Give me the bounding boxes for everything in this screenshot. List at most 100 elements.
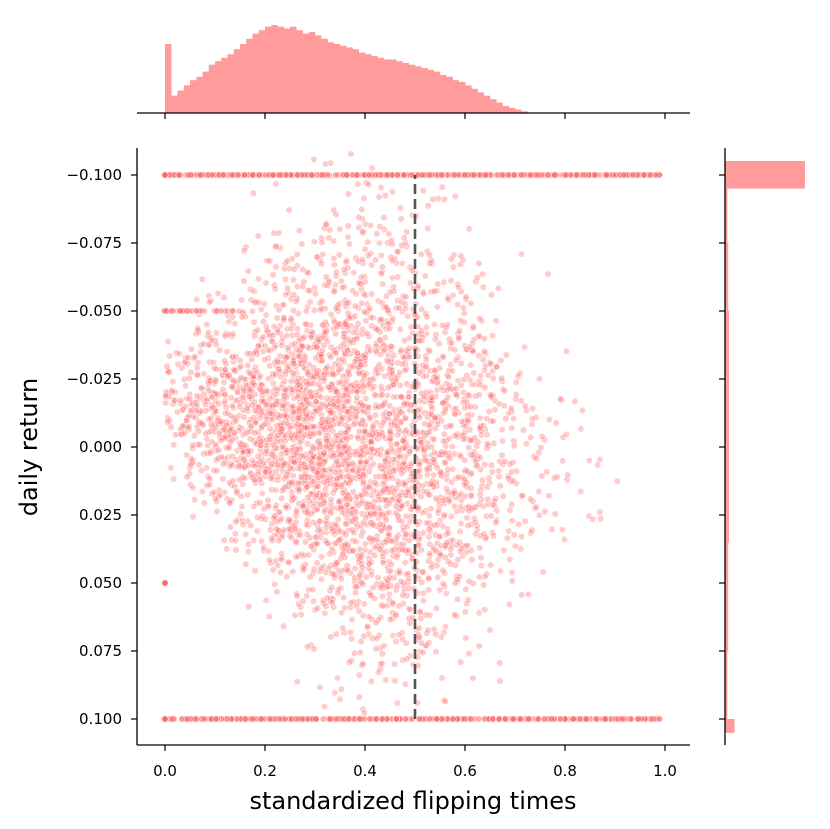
scatter-point [318,419,326,427]
y-ticks: 0.1000.0750.0500.0250.000−0.025−0.050−0.… [66,166,137,728]
scatter-point [320,508,328,516]
scatter-point [319,715,327,723]
scatter-point [262,415,270,423]
scatter-point [185,423,193,431]
scatter-point [309,423,317,431]
scatter-point [344,566,352,574]
scatter-point [342,429,350,437]
scatter-point [300,565,308,573]
scatter-point [375,239,383,247]
scatter-point [171,396,179,404]
histogram-bar [477,92,485,113]
scatter-point [342,465,350,473]
scatter-point [461,492,469,500]
histogram-bar [302,33,309,113]
scatter-point [487,417,495,425]
scatter-point [430,436,438,444]
histogram-bar [490,99,497,113]
scatter-point [228,382,236,390]
histogram-bar [408,64,416,113]
scatter-point [380,347,388,355]
scatter-point [378,715,386,723]
scatter-point [369,584,377,592]
scatter-point [353,171,361,179]
scatter-point [341,442,349,450]
scatter-point [425,421,433,429]
scatter-point [426,347,434,355]
scatter-point [268,416,276,424]
scatter-point [255,171,263,179]
scatter-point [359,229,367,237]
scatter-point [352,290,360,298]
scatter-point [213,390,221,398]
scatter-point [395,481,403,489]
scatter-point [320,374,328,382]
scatter-point [362,395,370,403]
scatter-point [368,164,376,172]
scatter-point [305,399,313,407]
scatter-point [361,245,369,253]
scatter-point [446,497,454,505]
scatter-point [356,648,364,656]
scatter-point [231,530,239,538]
scatter-point [502,715,510,723]
scatter-point [282,503,290,511]
scatter-point [430,320,438,328]
scatter-point [548,525,556,533]
scatter-point [175,171,183,179]
scatter-point [231,320,239,328]
scatter-point [477,431,485,439]
scatter-point [208,171,216,179]
scatter-point [432,648,440,656]
scatter-point [471,518,479,526]
scatter-point [419,648,427,656]
scatter-point [337,685,345,693]
scatter-point [242,560,250,568]
scatter-point [260,300,268,308]
scatter-point [285,206,293,214]
scatter-point [431,335,439,343]
scatter-point [394,297,402,305]
scatter-point [295,392,303,400]
scatter-point [341,320,349,328]
histogram-bar [315,35,322,113]
scatter-point [508,577,516,585]
scatter-point [365,613,373,621]
scatter-point [326,715,334,723]
scatter-point [510,414,518,422]
scatter-point [393,171,401,179]
scatter-point [391,677,399,685]
histogram-bar [265,26,272,114]
scatter-point [326,550,334,558]
scatter-point [337,575,345,583]
scatter-point [332,481,340,489]
scatter-point [206,377,214,385]
scatter-point [328,583,336,591]
scatter-point [327,408,335,416]
scatter-point [467,715,475,723]
scatter-point [535,375,543,383]
marginal-x-histogram [137,25,690,119]
scatter-point [475,500,483,508]
scatter-point [356,545,364,553]
scatter-point [368,571,376,579]
scatter-point [343,171,351,179]
scatter-point [416,607,424,615]
scatter-point [250,502,258,510]
histogram-bar [227,54,234,113]
scatter-point [422,456,430,464]
scatter-point [169,715,177,723]
histogram-bar [725,719,735,733]
scatter-point [212,715,220,723]
scatter-point [359,401,367,409]
scatter-point [488,468,496,476]
scatter-point [246,285,254,293]
scatter-point [386,402,394,410]
scatter-point [371,510,379,518]
scatter-point [407,459,415,467]
scatter-point [468,505,476,513]
scatter-point [216,430,224,438]
scatter-point [302,307,310,315]
scatter-point [449,536,457,544]
scatter-point [242,375,250,383]
